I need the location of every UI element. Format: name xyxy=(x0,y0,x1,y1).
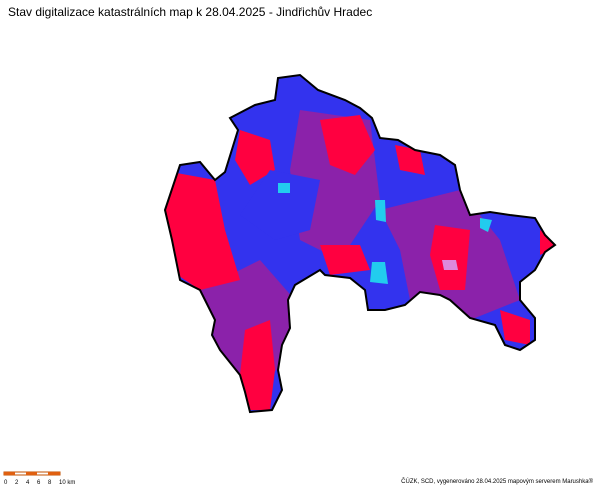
scale-label: 10 km xyxy=(59,480,75,486)
scale-label: 2 xyxy=(15,480,19,486)
map-title: Stav digitalizace katastrálních map k 28… xyxy=(8,5,373,19)
credit: ČÚZK, SCD, vygenerováno 28.04.2025 mapov… xyxy=(401,479,593,485)
scale-labels: 0 2 4 6 8 10 km xyxy=(4,480,75,486)
scale-label: 8 xyxy=(48,480,52,486)
scale-label: 4 xyxy=(26,480,30,486)
municipalities xyxy=(165,75,555,412)
scale-bar xyxy=(3,471,61,476)
scale-label: 6 xyxy=(37,480,41,486)
scale-label: 0 xyxy=(4,480,8,486)
